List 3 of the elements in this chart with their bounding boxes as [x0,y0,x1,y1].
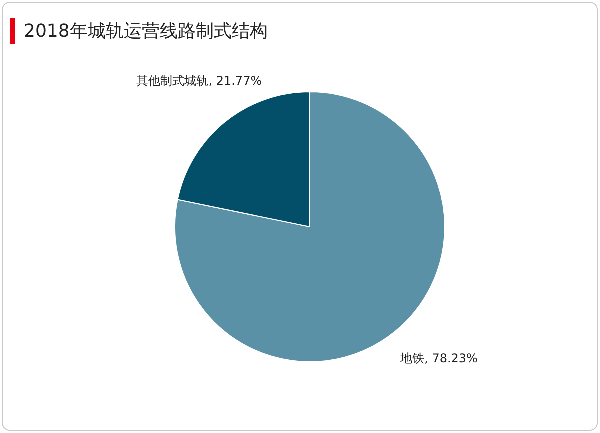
slice-label: 其他制式城轨, 21.77% [136,73,264,90]
slice-label: 地铁, 78.23% [400,352,478,366]
chart-title: 2018年城轨运营线路制式结构 [24,20,268,43]
